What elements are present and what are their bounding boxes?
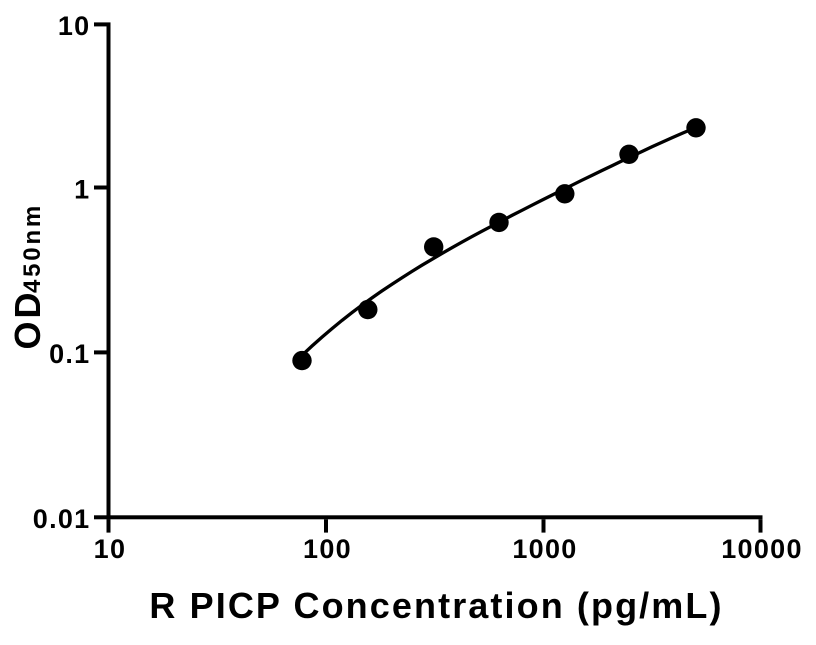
svg-text:R PICP Concentration (pg/mL): R PICP Concentration (pg/mL) [149,585,723,626]
svg-text:0.01: 0.01 [33,504,91,534]
svg-text:1000: 1000 [512,534,577,564]
svg-text:10: 10 [58,11,91,41]
svg-text:10: 10 [94,534,127,564]
svg-text:1: 1 [74,174,90,204]
svg-text:0.1: 0.1 [49,339,90,369]
svg-text:100: 100 [303,534,352,564]
svg-text:10000: 10000 [721,534,803,564]
